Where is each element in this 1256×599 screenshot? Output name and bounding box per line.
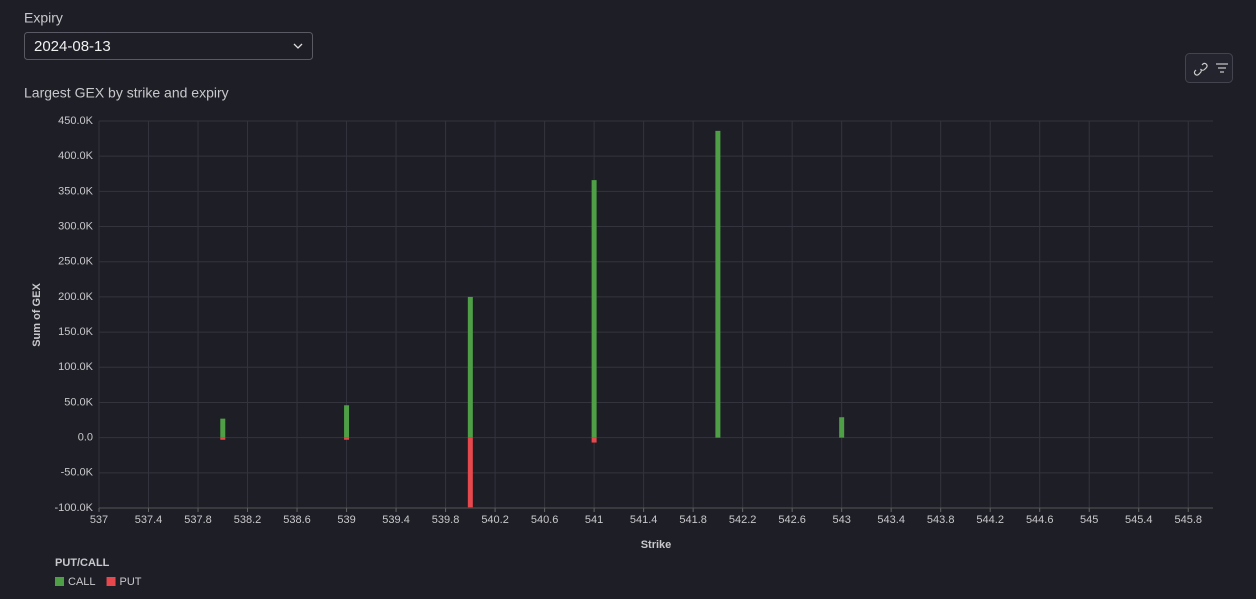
- legend-label: CALL: [68, 576, 96, 588]
- expiry-select[interactable]: [24, 32, 313, 60]
- x-tick-label: 542.2: [729, 514, 757, 526]
- bar: [591, 437, 597, 443]
- x-tick-label: 538.2: [234, 514, 262, 526]
- legend-title: PUT/CALL: [55, 557, 110, 569]
- y-tick-label: 350.0K: [58, 185, 94, 197]
- chevron-icon: [293, 43, 303, 49]
- y-tick-label: -100.0K: [54, 502, 93, 514]
- y-tick-label: 100.0K: [58, 361, 94, 373]
- x-axis-label: Strike: [641, 539, 672, 551]
- x-tick-label: 538.6: [283, 514, 311, 526]
- legend-swatch: [55, 577, 64, 586]
- x-tick-label: 540.6: [531, 514, 559, 526]
- bar: [715, 130, 721, 438]
- x-tick-label: 537.8: [184, 514, 212, 526]
- x-tick-label: 542.6: [778, 514, 806, 526]
- legend-label: PUT: [120, 576, 142, 588]
- plot: -100.0K -50.0K 0.0 50.0K 100.0K 150.0K 200.0K 2…: [54, 115, 1213, 526]
- x-tick-label: 537: [90, 514, 108, 526]
- legend-swatch: [106, 577, 116, 586]
- bar: [344, 437, 350, 440]
- bar: [220, 418, 226, 438]
- x-tick-label: 544.2: [976, 514, 1004, 526]
- x-tick-label: 541: [585, 514, 603, 526]
- x-tick-label: 539.4: [382, 514, 410, 526]
- y-tick-label: 450.0K: [58, 115, 94, 127]
- bar: [344, 405, 350, 438]
- x-tick-label: 539.8: [432, 514, 460, 526]
- y-tick-label: 250.0K: [58, 256, 94, 268]
- bar: [839, 417, 845, 438]
- x-tick-label: 545.8: [1174, 514, 1202, 526]
- bar: [220, 437, 226, 440]
- y-tick-label: 50.0K: [64, 396, 93, 408]
- x-tick-label: 544.6: [1026, 514, 1054, 526]
- y-tick-label: 200.0K: [58, 291, 94, 303]
- x-tick-label: 545.4: [1125, 514, 1153, 526]
- x-tick-label: 541.8: [679, 514, 707, 526]
- bar: [467, 296, 473, 438]
- expiry-value[interactable]: 2024-08-13: [34, 38, 111, 55]
- x-tick-label: 541.4: [630, 514, 658, 526]
- link-button[interactable]: [1193, 62, 1208, 76]
- chart-title: Largest GEX by strike and expiry: [24, 85, 229, 101]
- y-tick-label: 300.0K: [58, 220, 94, 232]
- y-tick-label: 150.0K: [58, 326, 94, 338]
- bar: [467, 437, 473, 508]
- y-axis-label: Sum of GEX: [31, 283, 43, 347]
- y-tick-label: 400.0K: [58, 150, 94, 162]
- x-tick-label: 539: [337, 514, 355, 526]
- x-tick-label: 543.8: [927, 514, 955, 526]
- x-tick-label: 545: [1080, 514, 1098, 526]
- x-tick-label: 540.2: [481, 514, 509, 526]
- filter-button[interactable]: [1216, 63, 1228, 73]
- x-tick-label: 543: [832, 514, 850, 526]
- y-tick-label: 0.0: [78, 432, 93, 444]
- y-tick-label: -50.0K: [61, 467, 94, 479]
- bar: [591, 180, 597, 438]
- expiry-label: Expiry: [24, 10, 63, 26]
- x-tick-label: 543.4: [877, 514, 905, 526]
- x-tick-label: 537.4: [135, 514, 163, 526]
